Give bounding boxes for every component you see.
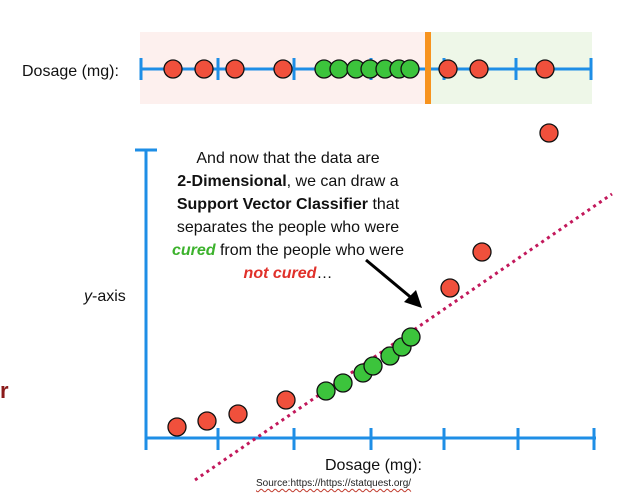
plot-axes — [135, 148, 596, 450]
annotation-line-5: cured from the people who were — [172, 242, 404, 259]
top-point-cured — [329, 59, 349, 79]
annotation-arrow — [365, 258, 415, 302]
plot-point-not-cured — [472, 242, 492, 262]
top-point-not-cured — [438, 59, 458, 79]
annotation-line-3-rest: that — [368, 196, 400, 213]
annotation-line-6: not cured… — [244, 265, 333, 282]
annotation: And now that the data are 2-Dimensional,… — [172, 150, 404, 282]
annotation-line-6-rest: … — [316, 265, 332, 282]
y-axis-label-rest: -axis — [92, 288, 126, 305]
x-axis-label: Dosage (mg): — [325, 457, 422, 474]
plot-point-cured — [401, 327, 421, 347]
top-point-not-cured — [225, 59, 245, 79]
annotation-line-4: separates the people who were — [177, 219, 399, 236]
top-axis-label: Dosage (mg): — [22, 63, 119, 80]
plot-point-cured — [363, 356, 383, 376]
y-axis-label-italic: y — [83, 288, 93, 305]
plot-point-not-cured — [228, 404, 248, 424]
plot-point-cured — [316, 381, 336, 401]
annotation-not-cured: not cured — [244, 265, 318, 282]
plot-point-not-cured — [440, 278, 460, 298]
annotation-line-2: 2-Dimensional, we can draw a — [177, 173, 399, 190]
top-point-not-cured — [194, 59, 214, 79]
top-point-not-cured — [469, 59, 489, 79]
plot-point-not-cured — [539, 123, 559, 143]
plot-points — [167, 123, 559, 437]
plot-point-not-cured — [276, 390, 296, 410]
top-point-not-cured — [163, 59, 183, 79]
annotation-line-5-rest: from the people who were — [216, 242, 405, 259]
y-axis-label: y-axis — [83, 288, 126, 305]
edge-letter: r — [0, 378, 9, 403]
annotation-2d-bold: 2-Dimensional — [177, 173, 286, 190]
top-point-cured — [400, 59, 420, 79]
annotation-cured: cured — [172, 242, 217, 259]
top-point-not-cured — [535, 59, 555, 79]
annotation-arrowhead — [404, 290, 422, 308]
plot-point-not-cured — [197, 411, 217, 431]
plot-point-not-cured — [167, 417, 187, 437]
threshold-line — [425, 32, 431, 104]
annotation-line-3: Support Vector Classifier that — [177, 196, 400, 213]
annotation-line-1: And now that the data are — [196, 150, 379, 167]
top-dosage-points — [163, 59, 555, 79]
top-point-not-cured — [273, 59, 293, 79]
annotation-svc-bold: Support Vector Classifier — [177, 196, 368, 213]
source-credit: Source:https://https://statquest.org/ — [256, 478, 412, 489]
annotation-line-2-rest: , we can draw a — [287, 173, 399, 190]
plot-point-cured — [333, 373, 353, 393]
